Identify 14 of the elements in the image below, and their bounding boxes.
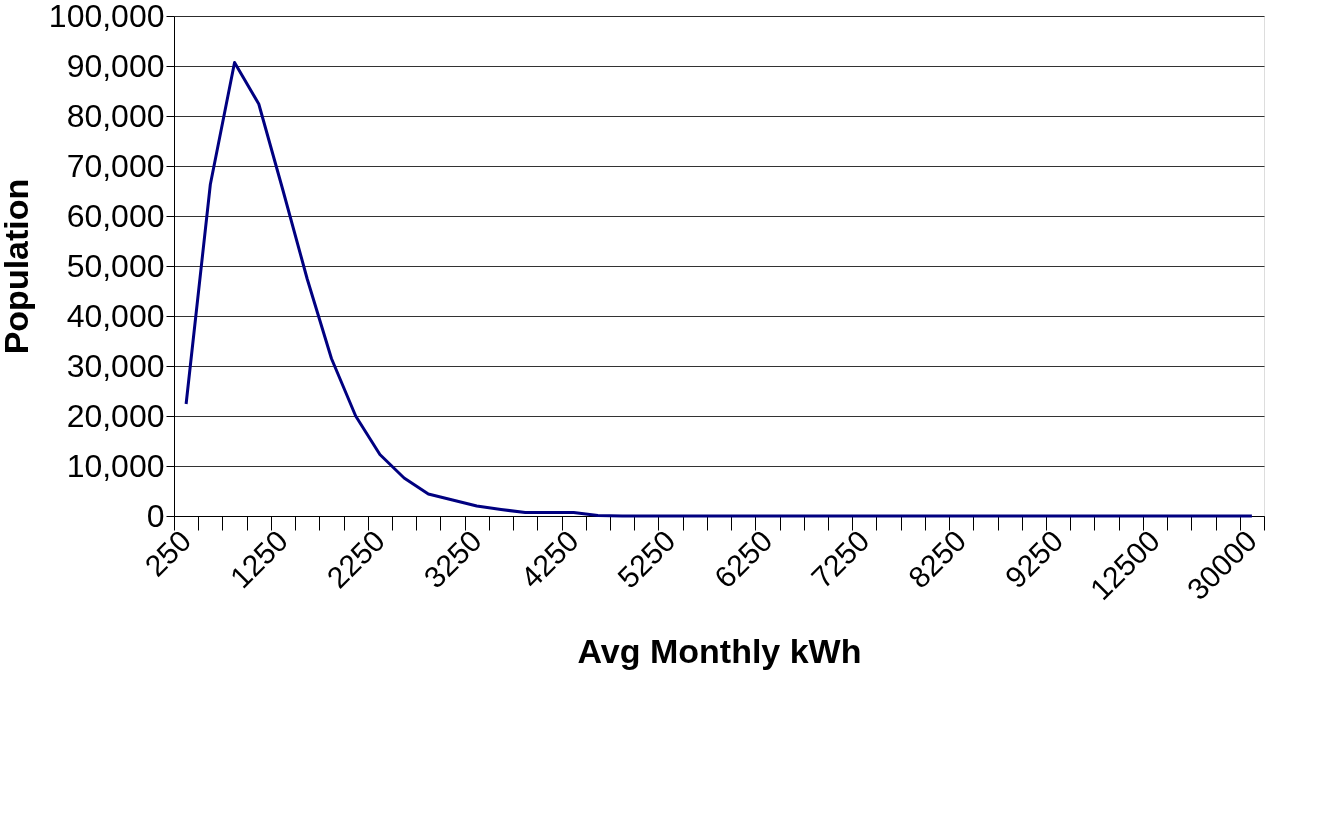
y-tick-label: 90,000	[66, 47, 165, 84]
x-axis-title: Avg Monthly kWh	[577, 632, 862, 671]
y-tick-label: 50,000	[66, 247, 165, 284]
y-tick-label: 80,000	[66, 97, 165, 134]
y-tick-label: 20,000	[66, 397, 165, 434]
y-axis-title: Population	[0, 178, 35, 355]
y-tick-label: 60,000	[66, 197, 165, 234]
y-tick-label: 0	[146, 497, 165, 534]
y-tick-label: 100,000	[48, 0, 165, 34]
y-tick-label: 70,000	[66, 147, 165, 184]
y-tick-label: 40,000	[66, 297, 165, 334]
line-series	[184, 61, 1254, 518]
y-tick-label: 30,000	[66, 347, 165, 384]
y-tick-label: 10,000	[66, 447, 165, 484]
